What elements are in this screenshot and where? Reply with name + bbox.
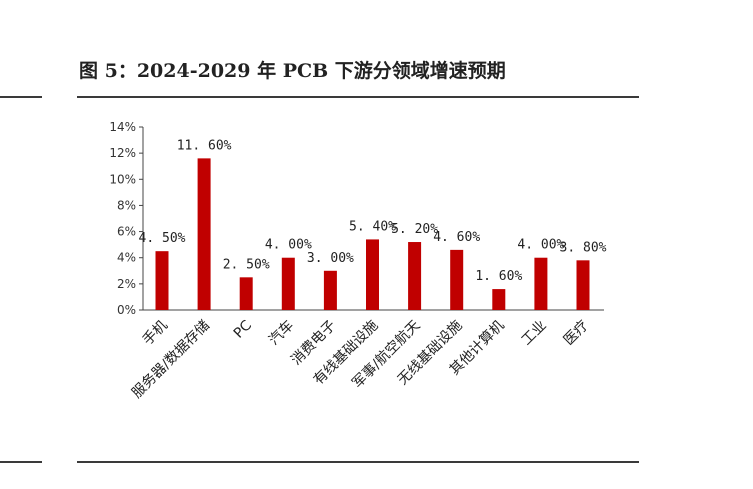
data-label: 4. 60% — [433, 230, 480, 245]
bar — [323, 270, 337, 310]
bar — [197, 158, 211, 310]
bar-layer — [155, 158, 590, 310]
data-label: 4. 50% — [139, 231, 186, 246]
left-bottom-rule — [0, 461, 42, 463]
bar — [366, 239, 379, 310]
left-top-rule — [0, 96, 42, 98]
data-label: 5. 40% — [349, 219, 396, 234]
y-tick-label: 4% — [117, 251, 136, 265]
data-label: 11. 60% — [177, 138, 232, 153]
category-label: 手机 — [140, 318, 171, 349]
data-label: 1. 60% — [475, 269, 522, 284]
y-tick-label: 12% — [109, 146, 136, 160]
bar — [450, 249, 464, 310]
y-tick-label: 0% — [117, 303, 136, 317]
category-label: PC — [231, 317, 255, 341]
y-tick-label: 14% — [109, 120, 136, 134]
data-label: 3. 00% — [307, 251, 354, 266]
data-label: 4. 00% — [517, 238, 564, 253]
data-label: 2. 50% — [223, 257, 270, 272]
y-tick-label: 2% — [117, 277, 136, 291]
data-label: 5. 20% — [391, 222, 438, 237]
category-label: 工业 — [519, 318, 550, 349]
y-tick-label: 6% — [117, 225, 136, 239]
figure-bottom-rule — [77, 461, 639, 463]
bar — [576, 260, 590, 310]
bar — [534, 257, 548, 310]
bar — [281, 257, 295, 310]
bar — [492, 289, 506, 310]
category-label: 服务器/数据存储 — [129, 318, 213, 402]
y-tick-label: 8% — [117, 198, 136, 212]
value-label-layer: 4. 50%11. 60%2. 50%4. 00%3. 00%5. 40%5. … — [139, 138, 607, 284]
bar — [155, 251, 169, 310]
category-label: 汽车 — [265, 317, 297, 349]
chart-title: 图 5：2024-2029 年 PCB 下游分领域增速预期 — [79, 60, 506, 82]
bar — [408, 242, 422, 310]
bar — [239, 277, 253, 310]
data-label: 4. 00% — [265, 238, 312, 253]
category-label: 医疗 — [561, 318, 592, 349]
data-label: 3. 80% — [560, 240, 607, 255]
title-bottom-rule — [77, 96, 639, 98]
y-tick-label: 10% — [109, 172, 136, 186]
